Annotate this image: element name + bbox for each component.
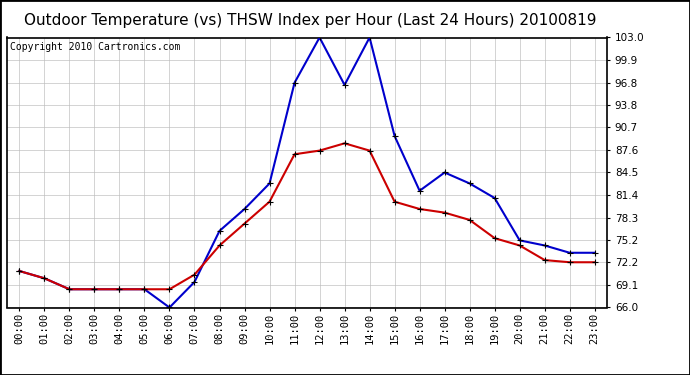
- Text: Outdoor Temperature (vs) THSW Index per Hour (Last 24 Hours) 20100819: Outdoor Temperature (vs) THSW Index per …: [24, 13, 597, 28]
- Text: Copyright 2010 Cartronics.com: Copyright 2010 Cartronics.com: [10, 42, 180, 51]
